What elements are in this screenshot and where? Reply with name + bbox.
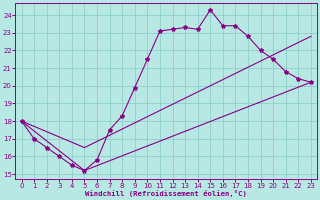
X-axis label: Windchill (Refroidissement éolien,°C): Windchill (Refroidissement éolien,°C) bbox=[85, 190, 247, 197]
